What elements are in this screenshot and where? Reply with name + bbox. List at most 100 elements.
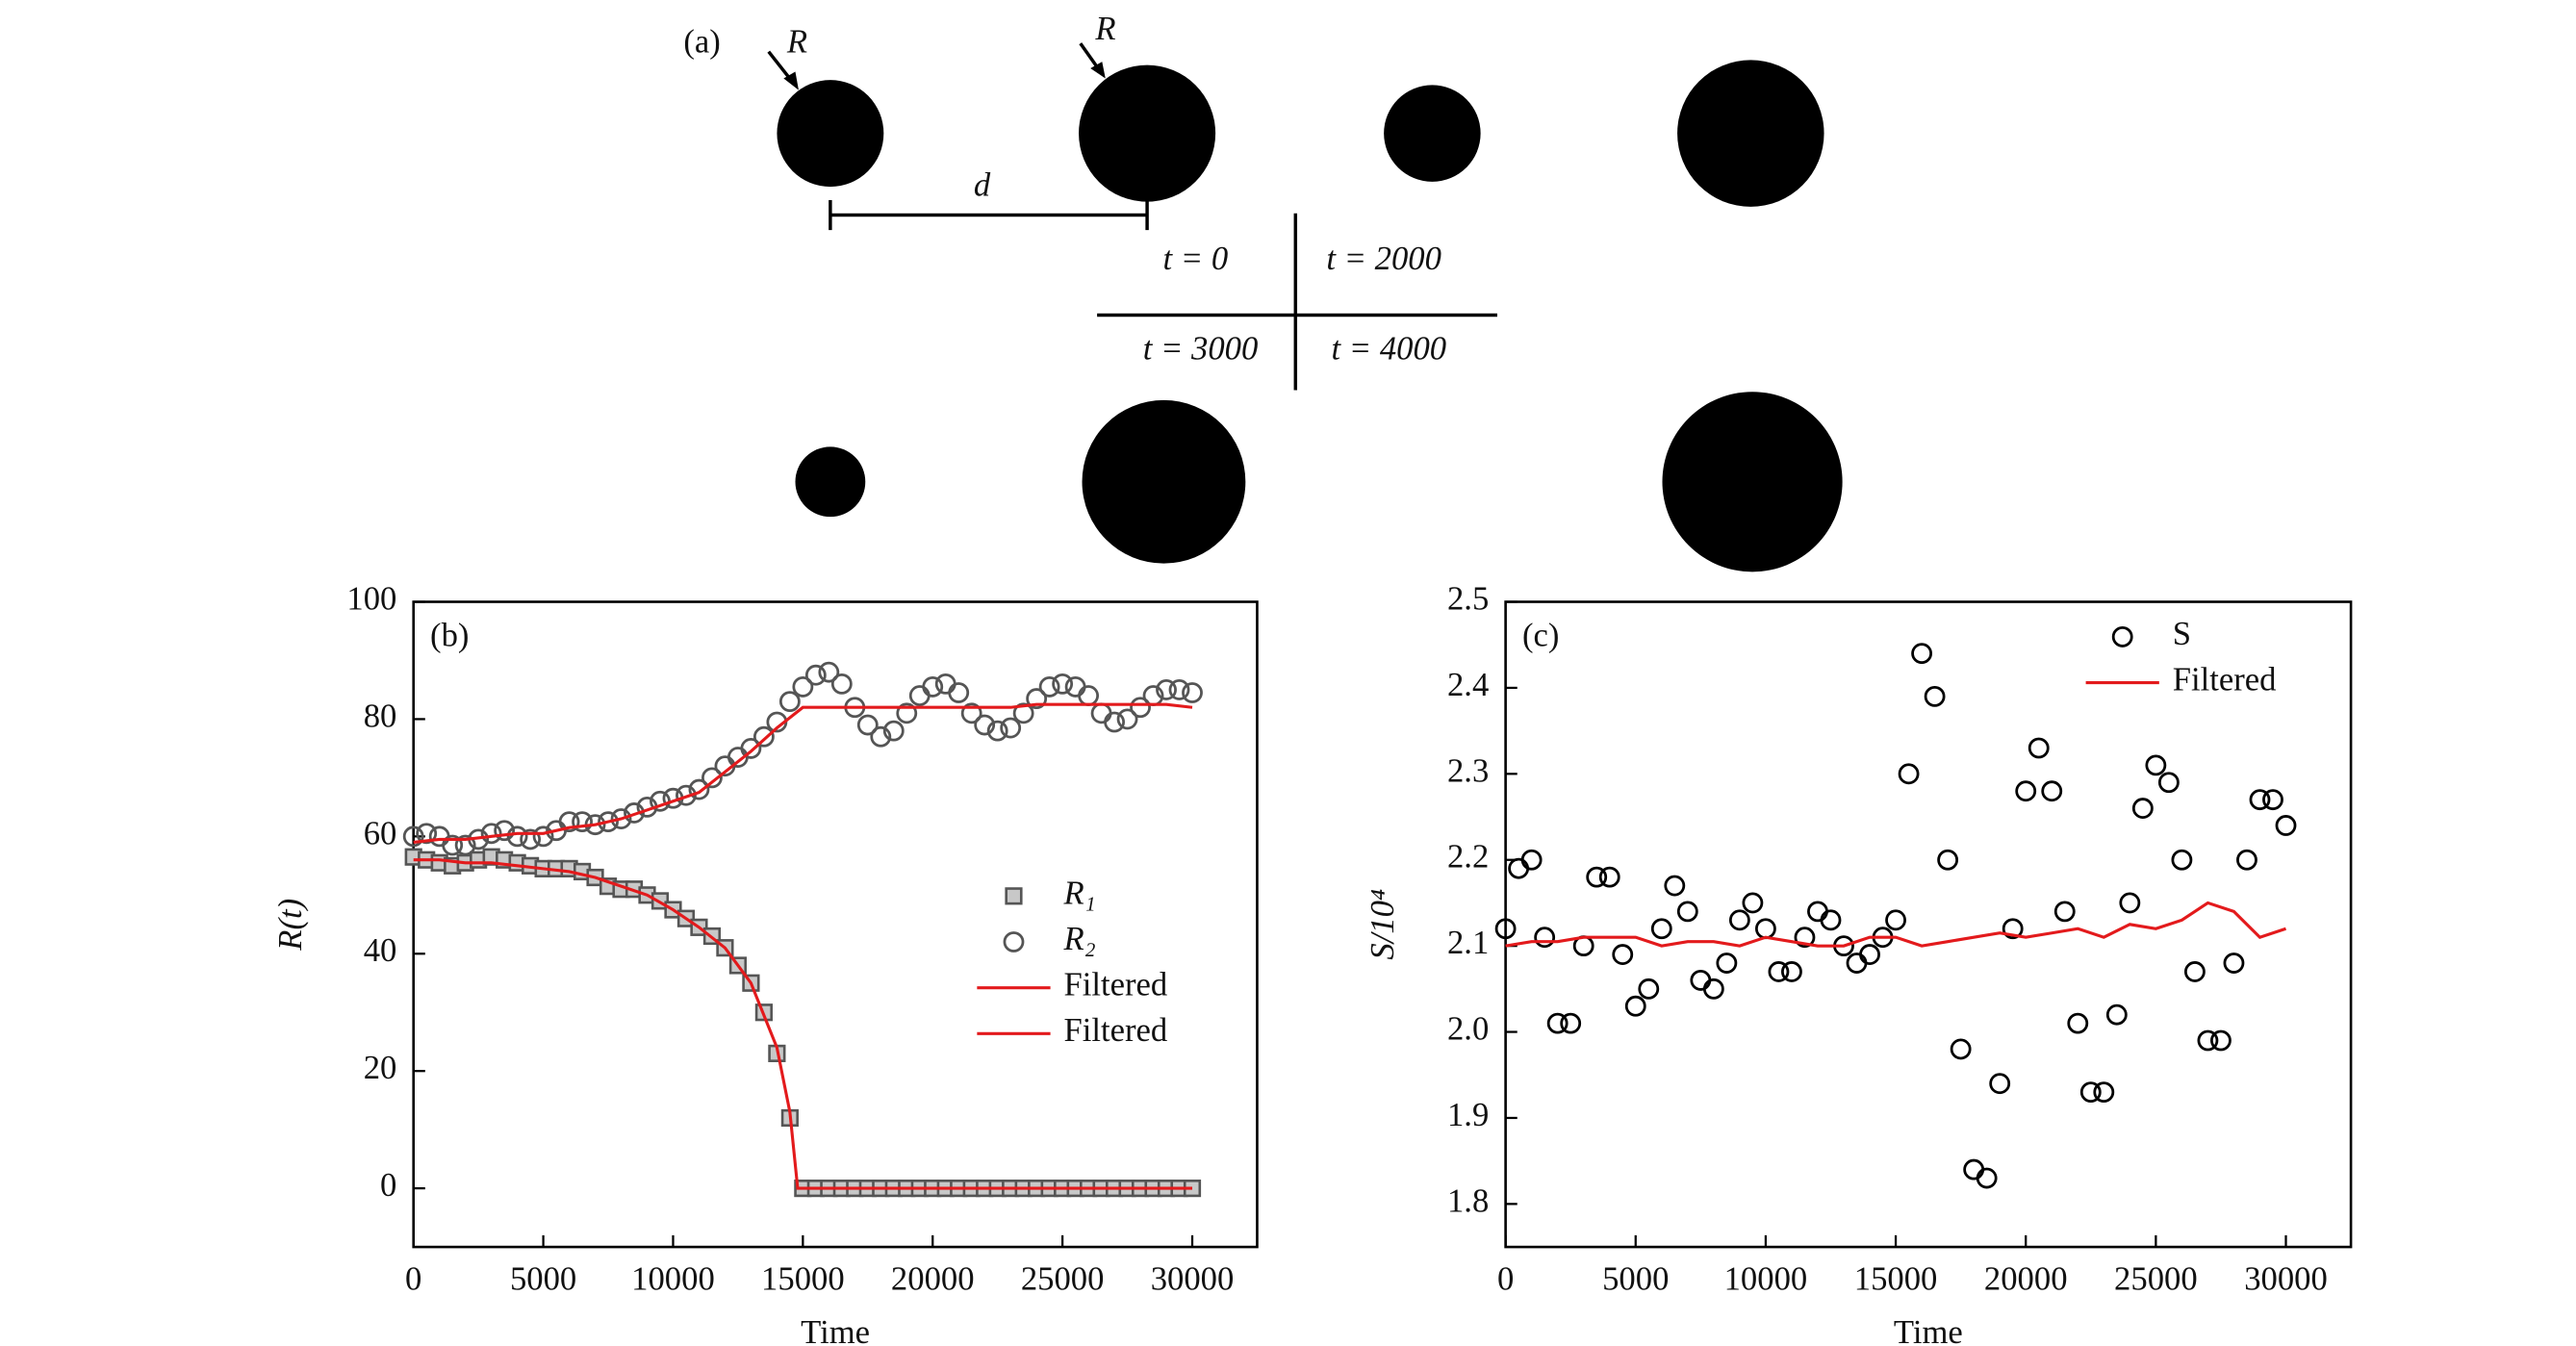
circle-marker (520, 828, 542, 851)
x-tick-label: 30000 (1151, 1260, 1235, 1297)
circle-marker (1090, 702, 1112, 724)
circle-marker (1742, 892, 1764, 914)
y-tick-label: 2.5 (1447, 580, 1489, 617)
circle-marker (2210, 1029, 2232, 1052)
legend-label: Filtered (1063, 967, 1167, 1003)
legend: R₁ R₂ Filtered Filtered (977, 875, 1167, 1049)
x-tick-label: 5000 (1602, 1260, 1669, 1297)
distance-label: d (974, 167, 991, 204)
circle-marker (1676, 901, 1698, 923)
legend-label: R₁ (1062, 875, 1095, 911)
circle-marker (624, 802, 645, 824)
circle-marker (2262, 789, 2283, 811)
circle-marker (740, 737, 762, 759)
circle-marker (882, 720, 905, 742)
y-axis-label: R(t) (272, 899, 309, 952)
circle-marker (1624, 995, 1646, 1017)
circle-marker (2093, 1081, 2115, 1104)
x-tick-label: 10000 (631, 1260, 715, 1297)
circle-marker (1702, 978, 1724, 1000)
y-axis-label: S/10⁴ (1365, 889, 1401, 960)
x-axis-label: Time (1894, 1314, 1963, 1346)
circle-marker (1924, 685, 1946, 707)
filtered-line (413, 702, 1193, 845)
x-tick-label: 25000 (2114, 1260, 2198, 1297)
circle-marker (792, 675, 814, 698)
time-label: t = 4000 (1332, 331, 1447, 368)
circle-marker (2183, 961, 2206, 982)
x-tick-label: 10000 (1724, 1260, 1808, 1297)
circle-marker (2053, 901, 2076, 923)
circle-marker (1754, 918, 1776, 940)
circle-marker (2015, 780, 2037, 802)
circle-marker (701, 767, 723, 789)
circle-marker (778, 691, 801, 713)
droplet (777, 80, 884, 188)
circle-marker (1064, 675, 1086, 698)
circle-marker (1963, 1158, 1985, 1181)
circle-marker (1898, 763, 1920, 785)
x-tick-label: 20000 (1984, 1260, 2068, 1297)
circle-marker (598, 811, 619, 833)
circle-marker (1989, 1073, 2011, 1095)
circle-marker (870, 725, 892, 748)
droplet (1079, 64, 1216, 202)
circle-marker (2249, 789, 2271, 811)
panel-label: (a) (683, 24, 720, 61)
circle-marker (1664, 875, 1686, 897)
circle-marker (1130, 697, 1151, 719)
circle-marker (402, 825, 424, 848)
circle-marker (494, 820, 516, 842)
x-tick-label: 15000 (1854, 1260, 1938, 1297)
circle-marker (934, 673, 956, 695)
circle-marker (1781, 961, 1802, 982)
circle-marker (1182, 682, 1203, 703)
circle-marker (1612, 944, 1634, 965)
circle-marker (428, 825, 450, 848)
circle-marker (572, 811, 593, 833)
circle-marker (532, 825, 554, 848)
time-label: t = 3000 (1143, 331, 1259, 368)
circle-marker (1520, 849, 1543, 871)
circle-marker (2028, 737, 2050, 759)
panel-label: (c) (1522, 618, 1559, 654)
circle-marker (1937, 849, 1959, 871)
circle-marker (1534, 927, 1556, 949)
circle-marker (2131, 798, 2154, 820)
x-axis-label: Time (801, 1314, 870, 1346)
circle-marker (1052, 673, 1074, 695)
circle-marker (922, 675, 944, 698)
circle-marker (1638, 978, 1660, 1000)
circle-marker (1885, 909, 1906, 931)
time-label: t = 0 (1163, 241, 1229, 277)
circle-marker (2171, 849, 2193, 871)
circle-marker (416, 823, 438, 845)
circle-marker (454, 834, 476, 856)
circle-marker (2079, 1081, 2102, 1104)
circle-marker (2197, 1029, 2219, 1052)
y-tick-label: 20 (364, 1050, 397, 1086)
y-tick-label: 100 (346, 580, 396, 617)
circle-marker (480, 823, 502, 845)
circle-marker (1000, 717, 1022, 739)
circle-marker (752, 725, 775, 748)
y-tick-label: 2.3 (1447, 752, 1489, 789)
circle-marker (2041, 780, 2063, 802)
radius-label: R (786, 24, 807, 61)
circle-marker (1156, 679, 1177, 700)
circle-marker (2157, 772, 2180, 794)
circle-marker (818, 661, 840, 683)
circle-marker (1026, 688, 1048, 710)
circle-marker (1038, 675, 1060, 698)
x-tick-label: 30000 (2244, 1260, 2328, 1297)
circle-marker (442, 834, 464, 856)
circle-marker (1650, 918, 1672, 940)
circle-marker (908, 685, 931, 706)
circle-marker (1104, 711, 1125, 733)
droplet (795, 446, 866, 518)
legend-label: S (2173, 616, 2191, 652)
filtered-line (413, 858, 1193, 1190)
square-marker (1005, 887, 1023, 905)
circle-marker (1012, 702, 1034, 724)
circle-marker (1716, 952, 1738, 974)
